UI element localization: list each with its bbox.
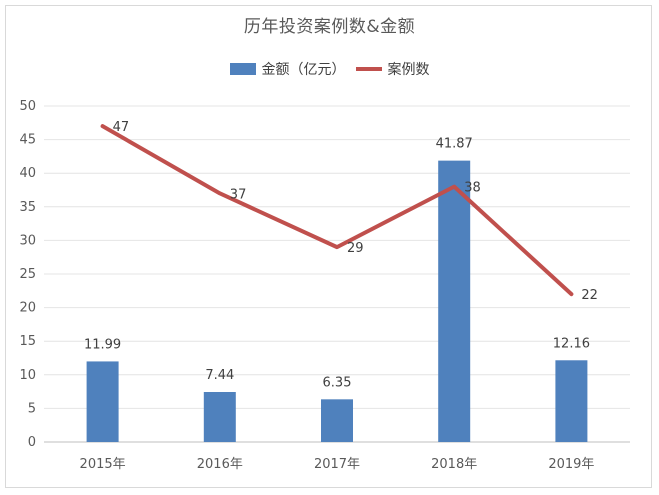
bar-data-label: 11.99 — [84, 337, 121, 352]
x-tick-label: 2015年 — [80, 457, 126, 472]
bar — [86, 361, 119, 442]
y-tick-label: 50 — [19, 99, 36, 114]
bar-data-label: 12.16 — [553, 336, 590, 351]
line-series — [100, 124, 574, 297]
y-tick-label: 35 — [19, 200, 36, 215]
legend-item-amount: 金额（亿元） — [229, 59, 346, 79]
chart-title: 历年投资案例数&金额 — [243, 17, 416, 37]
legend-label-cases: 案例数 — [387, 62, 430, 78]
bar-data-label: 41.87 — [436, 137, 473, 152]
line-data-label: 22 — [581, 288, 598, 303]
line-data-label: 37 — [230, 187, 247, 202]
y-tick-label: 40 — [19, 166, 36, 181]
legend-swatch-bar — [229, 63, 256, 75]
line-data-label: 38 — [464, 181, 481, 196]
y-tick-label: 45 — [19, 133, 36, 148]
y-tick-label: 0 — [28, 435, 36, 450]
x-tick-label: 2016年 — [197, 457, 243, 472]
line-data-label: 29 — [347, 241, 364, 256]
y-tick-label: 5 — [28, 401, 36, 416]
bar — [321, 399, 353, 442]
legend-item-cases: 案例数 — [355, 59, 430, 79]
y-tick-label: 15 — [19, 334, 36, 349]
bar-data-label: 6.35 — [323, 375, 352, 390]
legend-label-amount: 金额（亿元） — [261, 62, 346, 78]
bar — [203, 392, 236, 442]
legend-swatch-line — [355, 67, 382, 71]
bar — [438, 160, 471, 442]
chart-legend: 金额（亿元） 案例数 — [0, 59, 659, 79]
y-tick-label: 25 — [19, 267, 36, 282]
x-tick-label: 2019年 — [548, 457, 594, 472]
line-data-label: 47 — [113, 120, 130, 135]
y-tick-label: 20 — [19, 301, 36, 316]
y-tick-label: 10 — [19, 368, 36, 383]
bar-data-label: 7.44 — [205, 368, 234, 383]
x-tick-label: 2018年 — [431, 457, 477, 472]
x-tick-label: 2017年 — [314, 457, 360, 472]
y-tick-label: 30 — [19, 233, 36, 248]
bar — [555, 360, 588, 442]
